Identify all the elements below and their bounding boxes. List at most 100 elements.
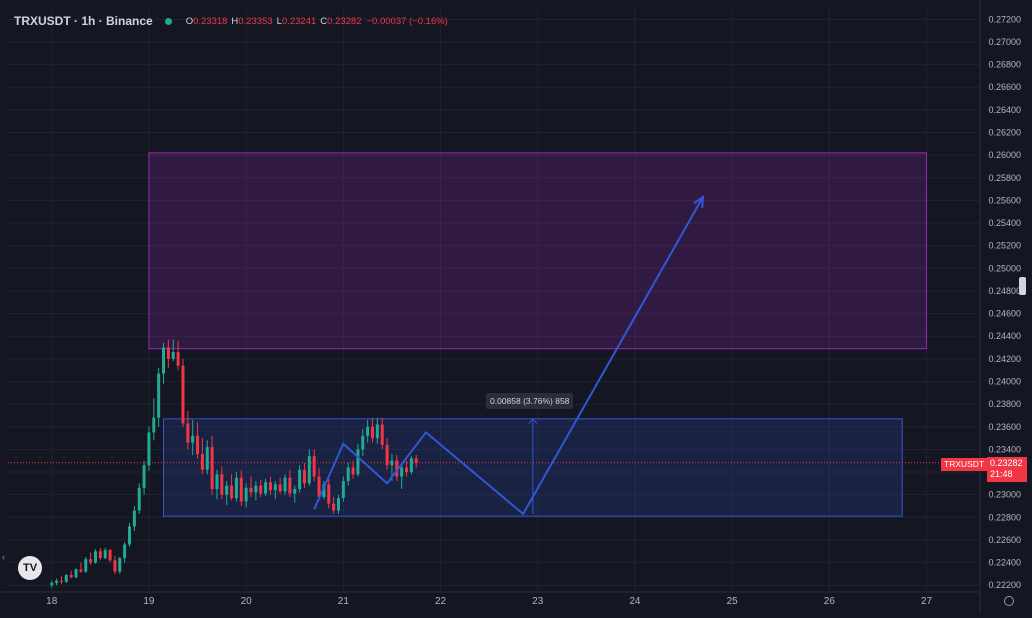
candle-body	[409, 458, 413, 473]
candle-down	[89, 552, 93, 565]
candle-up	[84, 556, 88, 573]
candle-body	[346, 467, 350, 482]
candle-body	[336, 498, 340, 511]
symbol-header: TRXUSDT · 1h · Binance O 0.23318 H 0.233…	[14, 12, 448, 30]
gear-icon[interactable]	[1004, 596, 1014, 606]
x-tick-label: 25	[727, 596, 739, 607]
y-tick-label: 0.26000	[988, 150, 1021, 160]
candle-up	[215, 469, 219, 500]
candle-down	[414, 455, 418, 468]
candle-up	[336, 494, 340, 514]
candle-body	[390, 460, 394, 466]
candle-up	[366, 419, 370, 443]
candle-body	[200, 453, 204, 470]
projection-path	[313, 196, 704, 516]
candle-body	[84, 559, 88, 572]
projection-arrowhead	[693, 195, 705, 209]
candle-down	[166, 339, 170, 368]
candle-body	[215, 474, 219, 490]
candle-body	[191, 435, 195, 443]
candle-down	[395, 455, 399, 482]
candle-body	[64, 575, 68, 582]
candle-body	[225, 485, 229, 495]
candle-up	[234, 472, 238, 502]
x-tick-label: 21	[338, 596, 350, 607]
candle-body	[268, 482, 272, 491]
candle-down	[268, 476, 272, 495]
candle-down	[351, 460, 355, 479]
candle-body	[385, 444, 389, 466]
candle-down	[239, 469, 243, 506]
y-tick-label: 0.25400	[988, 218, 1021, 228]
candle-down	[312, 449, 316, 482]
candle-up	[225, 481, 229, 505]
candle-down	[181, 358, 185, 427]
candle-down	[230, 474, 234, 501]
x-tick-label: 20	[241, 596, 253, 607]
candle-up	[74, 568, 78, 579]
candle-body	[176, 352, 180, 366]
y-tick-label: 0.22400	[988, 558, 1021, 568]
candle-down	[98, 547, 102, 561]
open-value: 0.23318	[193, 15, 228, 27]
y-tick-label: 0.25800	[988, 173, 1021, 183]
candle-body	[312, 456, 316, 477]
candle-up	[205, 440, 209, 475]
candle-body	[239, 477, 243, 502]
candle-body	[162, 347, 166, 374]
y-tick-label: 0.26600	[988, 82, 1021, 92]
y-tick-label: 0.24200	[988, 354, 1021, 364]
current-price: 0.23282	[990, 458, 1023, 468]
symbol-price-tag: TRXUSDT	[941, 458, 988, 471]
candle-body	[380, 424, 384, 445]
x-tick-label: 24	[629, 596, 641, 607]
candle-body	[356, 449, 360, 475]
candle-down	[186, 410, 190, 450]
current-price-tag: 0.23282 21:48	[987, 457, 1027, 482]
y-tick-label: 0.27000	[988, 37, 1021, 47]
candle-body	[361, 435, 365, 450]
candle-up	[322, 481, 326, 500]
candle-down	[176, 340, 180, 371]
candle-up	[273, 481, 277, 500]
x-tick-label: 18	[46, 596, 58, 607]
candle-up	[254, 481, 258, 501]
candle-body	[298, 469, 302, 490]
y-tick-label: 0.25200	[988, 241, 1021, 251]
candle-body	[108, 550, 112, 561]
target-zone	[148, 152, 928, 350]
candle-body	[123, 544, 127, 559]
measure-label: 0.00858 (3.76%) 858	[486, 393, 574, 409]
candle-countdown: 21:48	[990, 469, 1013, 479]
candle-body	[307, 456, 311, 484]
candle-down	[196, 422, 200, 459]
candle-body	[259, 485, 263, 494]
candle-down	[327, 478, 331, 509]
candle-down	[108, 548, 112, 563]
x-tick-label: 23	[532, 596, 544, 607]
candle-down	[405, 460, 409, 477]
candle-body	[264, 482, 268, 494]
candle-body	[113, 560, 117, 572]
candle-down	[317, 467, 321, 501]
candle-body	[254, 485, 258, 493]
y-tick-label: 0.26800	[988, 60, 1021, 70]
low-value: 0.23241	[281, 15, 317, 27]
candle-down	[59, 576, 63, 585]
candle-body	[332, 503, 336, 511]
y-tick-label: 0.23600	[988, 422, 1021, 432]
candle-up	[50, 580, 54, 588]
y-tick-label: 0.23400	[988, 444, 1021, 454]
candle-up	[356, 443, 360, 477]
candle-down	[288, 469, 292, 497]
candle-down	[220, 466, 224, 500]
chevron-left-icon[interactable]: ‹	[2, 552, 5, 562]
candle-body	[371, 426, 374, 439]
candle-body	[128, 526, 131, 545]
price-scale-handle[interactable]	[1019, 277, 1026, 295]
symbol-title[interactable]: TRXUSDT · 1h · Binance	[14, 14, 153, 28]
y-tick-label: 0.27200	[988, 14, 1021, 24]
candle-up	[147, 426, 151, 471]
